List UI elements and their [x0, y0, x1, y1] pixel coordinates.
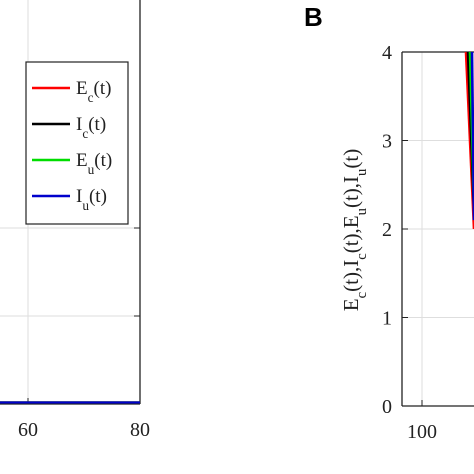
right-y-tick-labels: 0 1 2 3 4: [382, 42, 392, 418]
left-x-tick-labels: 60 80: [18, 419, 150, 441]
legend-entry: Ec(t): [76, 78, 111, 105]
legend-entry: Eu(t): [76, 150, 112, 177]
left-x-tick-label: 80: [130, 419, 150, 441]
right-x-tick-labels: 100: [407, 421, 437, 443]
left-x-tick-label: 60: [18, 419, 38, 441]
right-x-tick-label: 100: [407, 421, 437, 443]
left-chart-panel: 60 80 Ec(t) Ic(t) Eu(t) Iu(t): [0, 0, 150, 441]
right-y-tick-label: 2: [382, 219, 392, 241]
legend: Ec(t) Ic(t) Eu(t) Iu(t): [25, 61, 129, 225]
right-y-axis-label: Ec(t),Ic(t),Eu(t),Iu(t): [339, 149, 370, 311]
right-grid: [402, 52, 474, 406]
right-y-tick-label: 1: [382, 308, 392, 330]
legend-entry: Iu(t): [76, 186, 107, 213]
right-y-tick-label: 3: [382, 131, 392, 153]
legend-entry: Ic(t): [76, 114, 106, 141]
right-y-tick-label: 0: [382, 396, 392, 418]
right-y-tick-label: 4: [382, 42, 392, 64]
right-tick-marks: [402, 51, 423, 407]
right-chart-panel: 0 1 2 3 4 100 Ec(t),Ic(t),Eu(t),Iu(t): [339, 42, 474, 443]
right-y-axis-label-text: Ec(t),Ic(t),Eu(t),Iu(t): [339, 149, 370, 311]
panel-label-b: B: [304, 2, 323, 32]
